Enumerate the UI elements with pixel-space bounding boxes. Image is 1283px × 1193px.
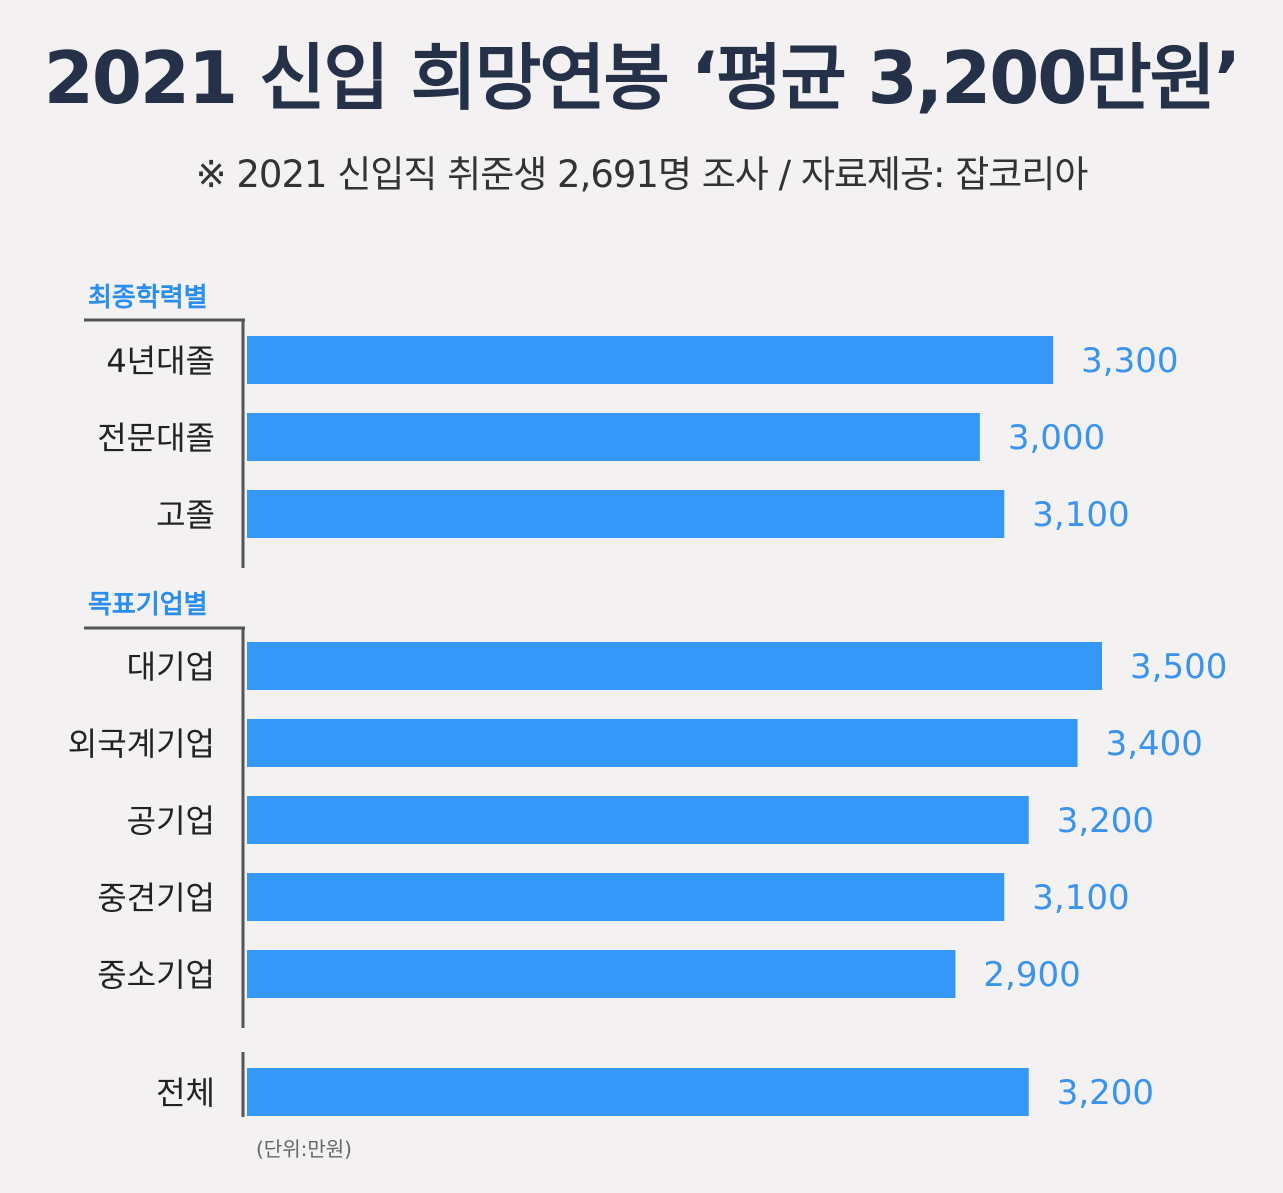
bar — [247, 950, 956, 998]
group-label: 목표기업별 — [88, 590, 208, 620]
bar — [247, 490, 1005, 538]
bar — [247, 336, 1054, 384]
value-label: 3,200 — [1057, 801, 1154, 841]
category-label: 고졸 — [156, 496, 215, 534]
bar — [247, 1068, 1029, 1116]
category-label: 대기업 — [127, 648, 215, 686]
value-label: 3,200 — [1057, 1073, 1154, 1113]
bar — [247, 719, 1078, 767]
category-label: 중견기업 — [97, 879, 215, 917]
chart-title: 2021 신입 희망연봉 ‘평균 3,200만원’ — [43, 36, 1242, 120]
unit-note: (단위:만원) — [256, 1137, 352, 1161]
value-label: 3,500 — [1130, 647, 1227, 687]
bar — [247, 413, 980, 461]
category-label: 외국계기업 — [68, 725, 215, 763]
value-label: 3,100 — [1032, 495, 1129, 535]
category-label: 공기업 — [127, 802, 215, 840]
value-label: 3,100 — [1032, 878, 1129, 918]
value-label: 3,300 — [1081, 341, 1178, 381]
value-label: 2,900 — [983, 955, 1080, 995]
category-label: 전문대졸 — [97, 419, 215, 457]
bar — [247, 642, 1102, 690]
category-label: 중소기업 — [97, 956, 215, 994]
category-label: 4년대졸 — [106, 342, 215, 380]
chart-subtitle: ※ 2021 신입직 취준생 2,691명 조사 / 자료제공: 잡코리아 — [195, 153, 1089, 196]
bar — [247, 796, 1029, 844]
value-label: 3,400 — [1106, 724, 1203, 764]
value-label: 3,000 — [1008, 418, 1105, 458]
category-label: 전체 — [156, 1074, 215, 1112]
bar — [247, 873, 1005, 921]
group-label: 최종학력별 — [88, 283, 208, 313]
